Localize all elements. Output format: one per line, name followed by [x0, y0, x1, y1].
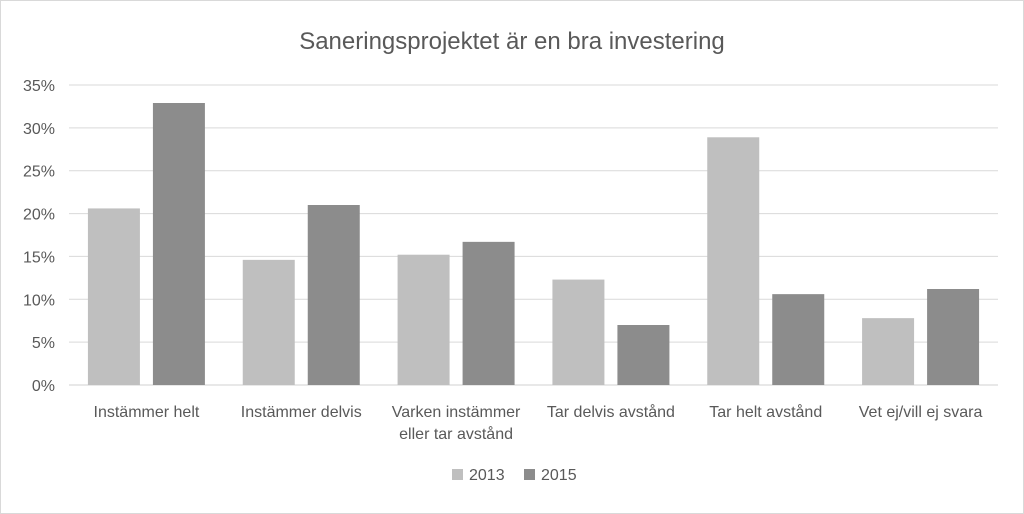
y-tick-label: 5% — [32, 335, 55, 352]
bar-2015-6 — [927, 289, 980, 385]
bar-2013-3 — [397, 254, 450, 385]
x-tick-label-line: eller tar avstånd — [399, 425, 513, 443]
bar-2013-6 — [862, 318, 915, 385]
y-tick-label: 20% — [23, 207, 55, 224]
y-tick-label: 10% — [23, 292, 55, 309]
y-tick-label: 30% — [23, 121, 55, 138]
x-tick-label: Instämmer delvis — [241, 404, 362, 421]
bar-2015-5 — [772, 294, 825, 385]
chart-title: Saneringsprojektet är en bra investering — [299, 28, 725, 55]
x-tick-label-line: Tar helt avstånd — [709, 403, 822, 421]
x-tick-label: Varken instämmer eller tar avstånd — [392, 404, 521, 443]
x-tick-label: Tar helt avstånd — [709, 403, 822, 421]
y-tick-label: 25% — [23, 164, 55, 181]
x-tick-label-line: Instämmer delvis — [241, 404, 362, 421]
bar-2013-5 — [707, 137, 760, 385]
x-tick-label: Vet ej/vill ej svara — [859, 404, 983, 421]
bar-2013-4 — [552, 279, 605, 385]
x-tick-label: Tar delvis avstånd — [547, 403, 675, 421]
legend: 2013 2015 — [452, 467, 577, 484]
bar-2013-1 — [87, 208, 140, 385]
bar-2015-4 — [617, 325, 670, 385]
bar-2015-2 — [307, 205, 360, 385]
x-tick-label-line: Vet ej/vill ej svara — [859, 404, 983, 421]
gridlines — [69, 84, 998, 386]
y-tick-label: 0% — [32, 378, 55, 395]
legend-label: 2013 — [469, 467, 505, 484]
y-tick-label: 15% — [23, 249, 55, 266]
x-tick-label-line: Tar delvis avstånd — [547, 403, 675, 421]
y-tick-label: 35% — [23, 78, 55, 95]
legend-label: 2015 — [541, 467, 577, 484]
legend-swatch — [524, 469, 535, 480]
legend-swatch — [452, 469, 463, 480]
bars — [87, 103, 980, 385]
y-axis: 0% 5% 10% 15% 20% 25% 30% 35% — [23, 78, 55, 395]
bar-2015-1 — [152, 103, 205, 385]
x-tick-label: Instämmer helt — [94, 404, 200, 421]
x-tick-label-line: Instämmer helt — [94, 404, 200, 421]
bar-2013-2 — [242, 259, 295, 385]
x-axis: Instämmer helt Instämmer delvis Varken ins… — [94, 403, 983, 443]
bar-2015-3 — [462, 241, 515, 385]
x-tick-label-line: Varken instämmer — [392, 404, 521, 421]
